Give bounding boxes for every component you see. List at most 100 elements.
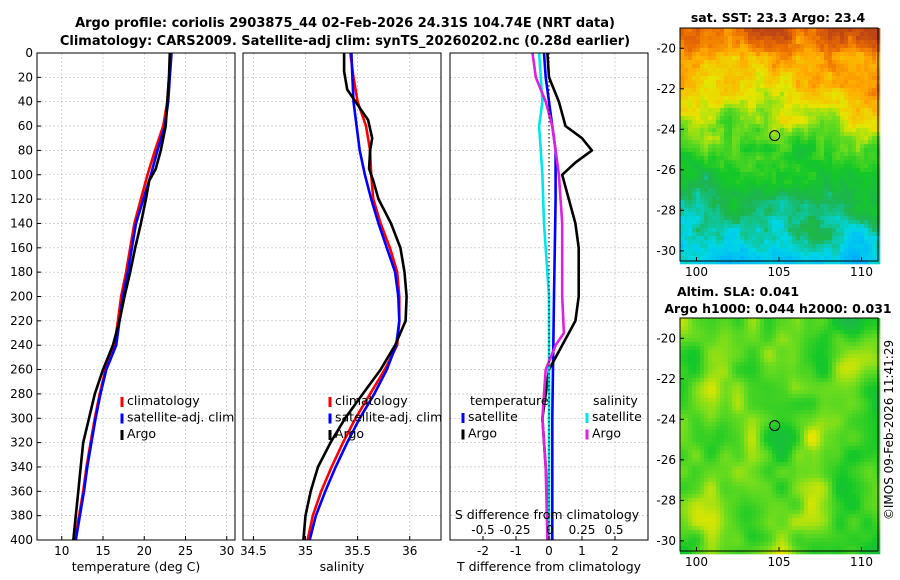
- map-cell: [848, 92, 853, 97]
- map-cell: [832, 438, 837, 443]
- map-cell: [812, 88, 817, 93]
- map-cell: [748, 350, 753, 355]
- map-cell: [716, 192, 721, 197]
- map-cell: [800, 220, 805, 225]
- map-cell: [700, 390, 705, 395]
- map-cell: [688, 220, 693, 225]
- map-cell: [732, 342, 737, 347]
- map-cell: [812, 362, 817, 367]
- map-cell: [804, 358, 809, 363]
- map-cell: [744, 458, 749, 463]
- map-cell: [836, 370, 841, 375]
- map-cell: [704, 430, 709, 435]
- map-cell: [680, 326, 685, 331]
- map-cell: [708, 208, 713, 213]
- map-cell: [808, 236, 813, 241]
- map-cell: [808, 164, 813, 169]
- map-cell: [756, 338, 761, 343]
- map-cell: [704, 88, 709, 93]
- map-cell: [716, 124, 721, 129]
- map-cell: [736, 116, 741, 121]
- map-cell: [768, 184, 773, 189]
- map-cell: [772, 52, 777, 57]
- map-cell: [836, 128, 841, 133]
- map-cell: [744, 64, 749, 69]
- map-cell: [764, 72, 769, 77]
- map-cell: [780, 40, 785, 45]
- map-cell: [792, 338, 797, 343]
- map-cell: [852, 104, 857, 109]
- map-cell: [836, 260, 841, 265]
- x-axis-label: temperature (deg C): [72, 559, 201, 574]
- map-cell: [700, 358, 705, 363]
- map-cell: [848, 176, 853, 181]
- map-cell: [832, 72, 837, 77]
- map-cell: [820, 346, 825, 351]
- map-cell: [776, 438, 781, 443]
- map-cell: [740, 36, 745, 41]
- map-cell: [760, 442, 765, 447]
- map-cell: [848, 378, 853, 383]
- map-cell: [712, 148, 717, 153]
- map-cell: [832, 188, 837, 193]
- map-cell: [772, 244, 777, 249]
- series-salinity-argo: [531, 52, 566, 541]
- map-cell: [804, 88, 809, 93]
- map-cell: [824, 48, 829, 53]
- map-cell: [728, 462, 733, 467]
- map-cell: [780, 120, 785, 125]
- map-cell: [784, 236, 789, 241]
- map-cell: [828, 60, 833, 65]
- map-cell: [812, 44, 817, 49]
- map-cell: [708, 220, 713, 225]
- map-cell: [844, 188, 849, 193]
- map-cell: [792, 108, 797, 113]
- map-cell: [776, 422, 781, 427]
- map-cell: [784, 220, 789, 225]
- map-cell: [800, 200, 805, 205]
- map-cell: [696, 28, 701, 33]
- map-cell: [772, 342, 777, 347]
- map-cell: [784, 180, 789, 185]
- map-cell: [680, 120, 685, 125]
- map-cell: [704, 232, 709, 237]
- map-cell: [712, 144, 717, 149]
- map-cell: [860, 244, 865, 249]
- map-cell: [872, 96, 877, 101]
- map-cell: [684, 248, 689, 253]
- map-cell: [852, 124, 857, 129]
- map-cell: [820, 148, 825, 153]
- map-cell: [752, 136, 757, 141]
- map-cell: [776, 382, 781, 387]
- map-cell: [800, 418, 805, 423]
- map-cell: [804, 224, 809, 229]
- map-cell: [852, 76, 857, 81]
- map-cell: [784, 350, 789, 355]
- map-cell: [772, 248, 777, 253]
- map-cell: [844, 240, 849, 245]
- map-cell: [816, 68, 821, 73]
- map-cell: [792, 458, 797, 463]
- map-cell: [832, 68, 837, 73]
- map-cell: [684, 64, 689, 69]
- map-cell: [696, 326, 701, 331]
- map-cell: [724, 418, 729, 423]
- map-cell: [756, 326, 761, 331]
- map-cell: [824, 124, 829, 129]
- map-cell: [816, 208, 821, 213]
- map-cell: [748, 124, 753, 129]
- map-cell: [768, 338, 773, 343]
- map-cell: [740, 180, 745, 185]
- map-cell: [860, 156, 865, 161]
- map-cell: [868, 172, 873, 177]
- map-cell: [736, 386, 741, 391]
- map-cell: [848, 438, 853, 443]
- map-cell: [868, 36, 873, 41]
- map-cell: [784, 398, 789, 403]
- map-cell: [752, 450, 757, 455]
- map-cell: [792, 160, 797, 165]
- map-cell: [724, 450, 729, 455]
- map-cell: [720, 80, 725, 85]
- map-cell: [684, 414, 689, 419]
- map-cell: [832, 136, 837, 141]
